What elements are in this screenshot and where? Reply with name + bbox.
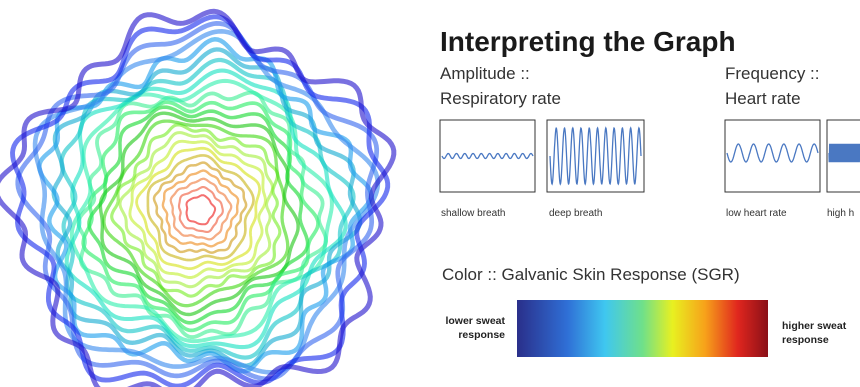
example-label: deep breath xyxy=(549,208,602,219)
example-label: high h xyxy=(827,208,854,219)
amplitude-label: Amplitude :: xyxy=(440,64,530,84)
wave-boxes xyxy=(440,120,860,192)
wave xyxy=(727,144,818,162)
title: Interpreting the Graph xyxy=(440,26,736,58)
example-label: shallow breath xyxy=(441,208,505,219)
wave xyxy=(442,154,533,159)
wave xyxy=(550,128,641,184)
wave xyxy=(829,144,860,161)
wave-box xyxy=(725,120,820,192)
page: {"header": {"title": "Interpreting the G… xyxy=(0,0,860,387)
low-label: lower sweat response xyxy=(430,314,505,342)
high-label: higher sweat response xyxy=(782,319,860,347)
color-scale xyxy=(517,300,768,357)
example-label: low heart rate xyxy=(726,208,787,219)
frequency-label: Frequency :: xyxy=(725,64,820,84)
amplitude-sublabel: Respiratory rate xyxy=(440,89,561,109)
color-label: Color :: Galvanic Skin Response (SGR) xyxy=(442,265,740,285)
spirograph xyxy=(0,11,394,387)
frequency-sublabel: Heart rate xyxy=(725,89,801,109)
center xyxy=(191,201,209,219)
waves xyxy=(442,128,860,184)
